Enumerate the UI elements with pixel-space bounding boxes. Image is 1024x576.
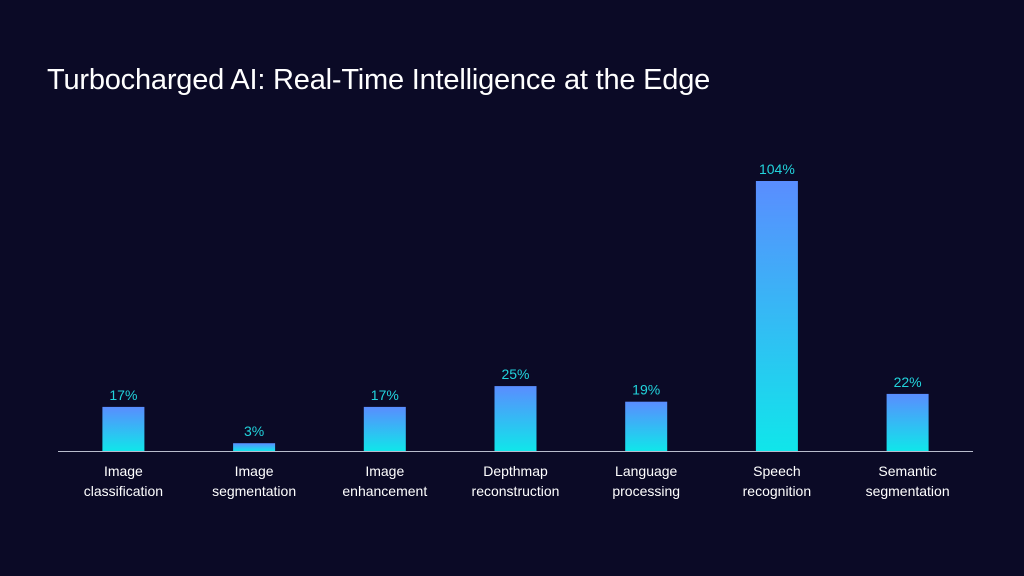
category-label-line: enhancement <box>342 483 427 499</box>
category-label: Depthmap reconstruction <box>472 463 560 499</box>
slide-title: Turbocharged AI: Real-Time Intelligence … <box>47 64 711 96</box>
category-label-line: Image <box>365 463 404 479</box>
category-label: Language processing <box>612 463 680 499</box>
category-label-line: Image <box>104 463 143 479</box>
category-label-line: Depthmap <box>483 463 548 479</box>
category-label-line: processing <box>612 483 680 499</box>
bar <box>886 393 929 451</box>
bar-series: 17% 3% 17% 25% 19% 104% 22% <box>102 161 929 451</box>
bar <box>494 386 537 451</box>
bar <box>625 401 668 451</box>
category-label-line: Language <box>615 463 678 479</box>
bar-value-label: 17% <box>371 387 399 403</box>
category-label-line: reconstruction <box>472 483 560 499</box>
category-label: Speech recognition <box>743 463 812 499</box>
category-label-line: Speech <box>753 463 800 479</box>
bar-value-label: 17% <box>109 387 137 403</box>
bar-value-label: 19% <box>632 382 660 398</box>
bar-value-label: 22% <box>894 374 922 390</box>
category-label-line: classification <box>84 483 163 499</box>
bar <box>233 443 276 451</box>
bar <box>755 181 798 451</box>
category-label-line: recognition <box>743 483 812 499</box>
bar-value-label: 104% <box>759 161 795 177</box>
category-label-line: Semantic <box>878 463 936 479</box>
category-label: Image segmentation <box>212 463 296 499</box>
category-label-line: segmentation <box>212 483 296 499</box>
category-label: Semantic segmentation <box>866 463 950 499</box>
bar <box>102 406 145 451</box>
category-label: Image classification <box>84 463 163 499</box>
bar <box>363 406 406 451</box>
bar-value-label: 3% <box>244 423 264 439</box>
category-label-line: segmentation <box>866 483 950 499</box>
category-label-line: Image <box>235 463 274 479</box>
bar-value-label: 25% <box>501 366 529 382</box>
category-label: Image enhancement <box>342 463 427 499</box>
